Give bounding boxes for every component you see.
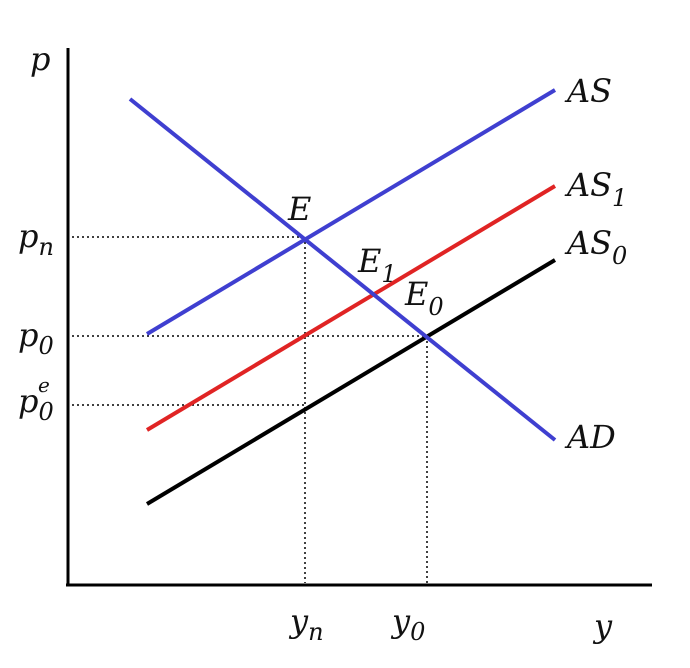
ad-label: AD: [564, 418, 616, 456]
price-p0-label: p0: [18, 316, 54, 360]
price-pn-label: pn: [18, 217, 54, 261]
output-y0-label: y0: [390, 602, 425, 646]
price-p0e-superscript: e: [38, 373, 50, 397]
as-label: AS: [564, 72, 612, 110]
point-e1-label: E1: [357, 242, 397, 288]
as0-label: AS0: [564, 224, 627, 270]
ad-curve: [128, 97, 557, 442]
guide-lines: [72, 236, 428, 583]
y-axis-label: p: [30, 40, 50, 78]
price-p0e-label: p0: [18, 382, 54, 426]
as0-curve: [145, 258, 557, 506]
x-axis-label: y: [592, 607, 613, 645]
as1-curve: [145, 184, 557, 432]
output-yn-label: yn: [288, 602, 324, 646]
point-e-label: E: [287, 190, 311, 228]
as1-label: AS1: [564, 166, 627, 212]
as-curve: [145, 88, 557, 336]
point-e0-label: E0: [404, 275, 444, 321]
